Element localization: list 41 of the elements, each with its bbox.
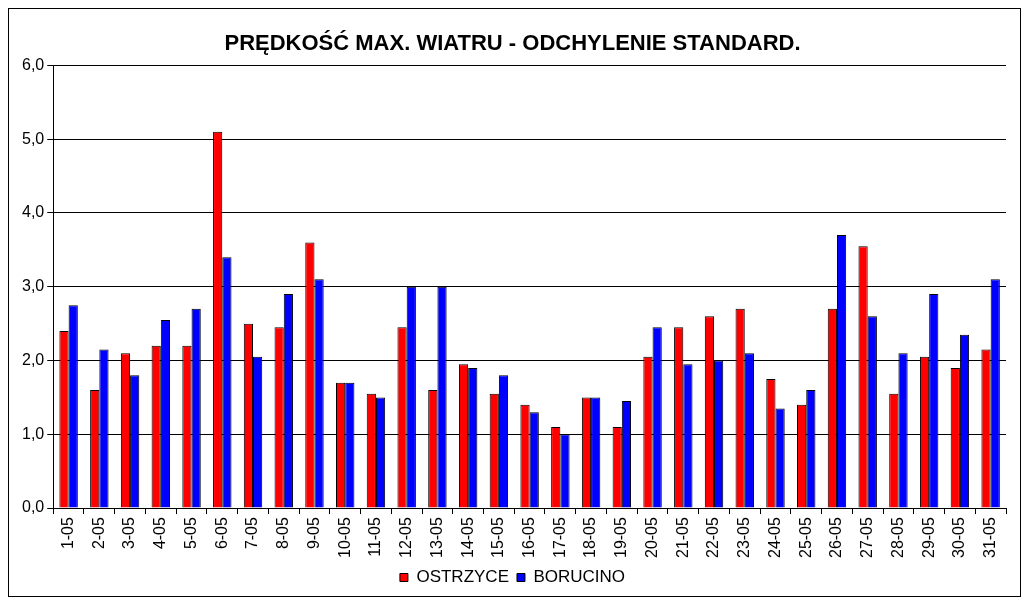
x-tick-label: 31-05 [981,516,999,558]
chart-title: PRĘDKOŚĆ MAX. WIATRU - ODCHYLENIE STANDARD. [224,30,801,56]
x-tick-label: 18-05 [581,516,599,558]
x-tick-label: 3-05 [120,516,138,550]
x-tick-label: 5-05 [181,516,199,550]
x-tick-label: 12-05 [397,516,415,558]
x-tick-label: 7-05 [243,516,261,550]
x-tick-label: 23-05 [735,516,753,558]
x-tick-label: 29-05 [919,516,937,558]
x-tick-label: 30-05 [950,516,968,558]
y-tick-label: 6,0 [21,55,45,73]
x-tick-label: 11-05 [366,516,384,557]
x-tick-label: 22-05 [704,516,722,558]
x-tick-label: 10-05 [335,516,353,558]
y-tick-label: 1,0 [21,424,45,442]
x-tick-label: 24-05 [765,516,783,558]
y-tick-label: 2,0 [21,350,45,368]
x-tick-label: 21-05 [673,516,691,558]
x-tick-label: 16-05 [520,516,538,558]
x-tick-label: 15-05 [489,516,507,558]
x-tick-label: 25-05 [796,516,814,558]
legend-label: BORUCINO [533,567,626,587]
x-tick-label: 6-05 [212,516,230,550]
x-tick-label: 1-05 [59,516,77,550]
y-tick-label: 3,0 [21,277,45,295]
x-tick-label: 2-05 [89,516,107,550]
x-tick-label: 17-05 [550,516,568,558]
x-tick-label: 20-05 [642,516,660,558]
x-tick-label: 8-05 [274,516,292,550]
x-tick-label: 14-05 [458,516,476,558]
x-tick-label: 9-05 [304,516,322,550]
x-tick-label: 27-05 [858,516,876,558]
y-tick-label: 5,0 [21,129,45,147]
x-tick-label: 13-05 [427,516,445,558]
legend-label: OSTRZYCE [416,567,509,587]
x-tick-label: 26-05 [827,516,845,558]
x-tick-label: 19-05 [612,516,630,558]
x-tick-label: 28-05 [888,516,906,558]
y-tick-label: 0,0 [21,498,45,516]
x-tick-label: 4-05 [151,516,169,550]
y-tick-label: 4,0 [21,203,45,221]
